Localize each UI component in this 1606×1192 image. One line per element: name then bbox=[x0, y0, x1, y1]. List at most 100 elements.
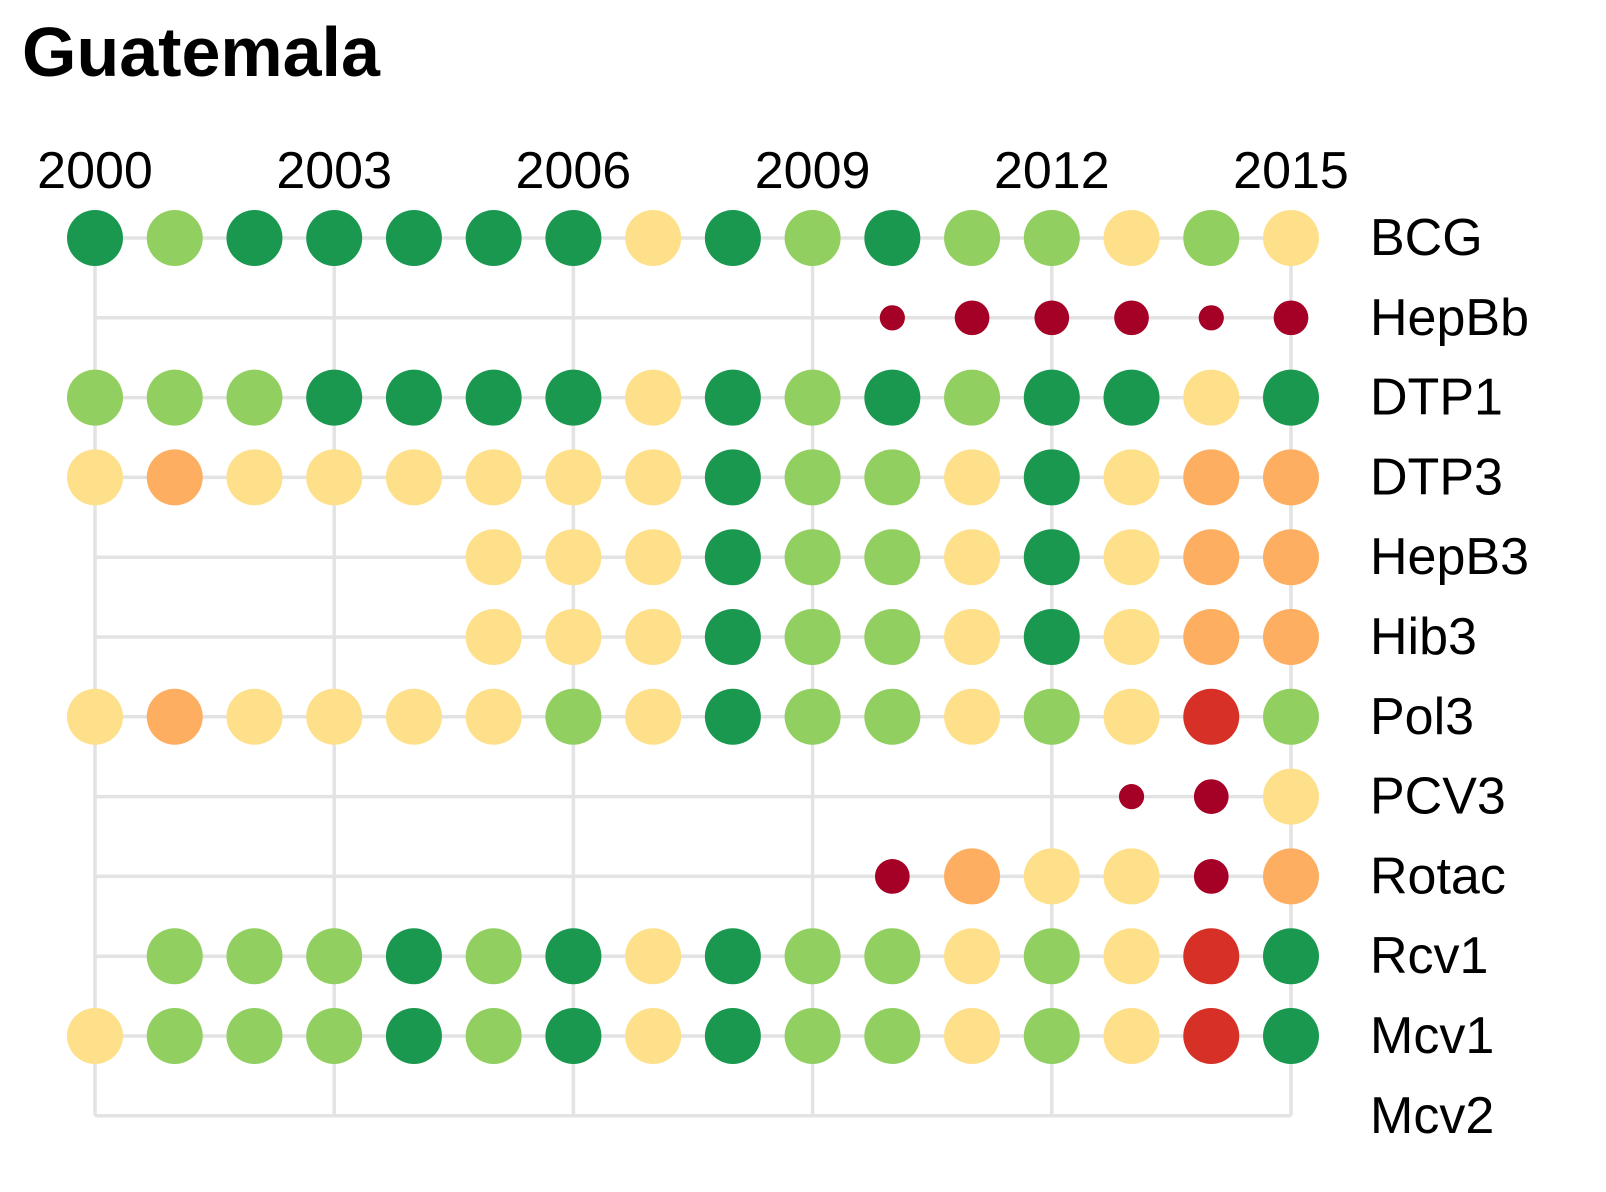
dot-pol3-2001 bbox=[146, 688, 203, 745]
dot-hepb3-2010 bbox=[864, 529, 921, 586]
dot-rcv1-2015 bbox=[1263, 928, 1319, 985]
gridlines bbox=[93, 236, 1293, 1118]
dot-bcg-2014 bbox=[1183, 210, 1240, 266]
dot-mcv1-2001 bbox=[146, 1008, 203, 1064]
dot-bcg-2004 bbox=[385, 210, 442, 266]
dot-bcg-2001 bbox=[146, 210, 203, 266]
dot-dtp3-2006 bbox=[545, 449, 602, 506]
dot-hepb3-2009 bbox=[784, 529, 841, 586]
dot-hepb3-2014 bbox=[1183, 529, 1240, 586]
chart-title: Guatemala bbox=[22, 13, 381, 91]
dot-dtp1-2014 bbox=[1183, 369, 1240, 426]
dot-hepbb-2010 bbox=[879, 305, 905, 331]
dot-hib3-2014 bbox=[1183, 609, 1240, 665]
dot-pol3-2004 bbox=[385, 688, 442, 745]
dot-mcv1-2006 bbox=[545, 1008, 602, 1064]
dot-hepb3-2006 bbox=[545, 529, 602, 586]
dot-hepbb-2015 bbox=[1273, 300, 1309, 336]
dot-pol3-2000 bbox=[67, 688, 123, 745]
dot-rcv1-2005 bbox=[465, 928, 522, 985]
vaccine-label-bcg: BCG bbox=[1370, 209, 1483, 267]
year-tick-label: 2012 bbox=[994, 142, 1110, 200]
dot-dtp1-2007 bbox=[625, 369, 682, 426]
dot-dtp1-2002 bbox=[226, 369, 283, 426]
dot-hepb3-2007 bbox=[625, 529, 682, 586]
dot-rcv1-2008 bbox=[704, 928, 761, 985]
dot-hib3-2010 bbox=[864, 609, 921, 665]
vaccine-label-mcv1: Mcv1 bbox=[1370, 1007, 1494, 1065]
dot-mcv1-2014 bbox=[1183, 1008, 1240, 1064]
dot-hepbb-2013 bbox=[1114, 300, 1149, 336]
vaccine-label-pcv3: PCV3 bbox=[1370, 768, 1506, 826]
dot-pol3-2005 bbox=[465, 688, 522, 745]
dot-rcv1-2011 bbox=[944, 928, 1001, 985]
dot-pol3-2011 bbox=[944, 688, 1001, 745]
vaccine-label-hepb3: HepB3 bbox=[1370, 528, 1529, 586]
dot-hepbb-2011 bbox=[954, 300, 990, 336]
dot-mcv1-2013 bbox=[1103, 1008, 1160, 1064]
dot-rcv1-2001 bbox=[146, 928, 203, 985]
dot-rcv1-2002 bbox=[226, 928, 283, 985]
dot-dtp3-2010 bbox=[864, 449, 921, 506]
dot-pol3-2008 bbox=[704, 688, 761, 745]
dot-dtp1-2011 bbox=[944, 369, 1001, 426]
dot-dtp3-2011 bbox=[944, 449, 1001, 506]
dot-dtp3-2008 bbox=[704, 449, 761, 506]
dot-rotac-2015 bbox=[1263, 848, 1319, 905]
vaccine-label-dtp1: DTP1 bbox=[1370, 369, 1503, 427]
dot-dtp3-2015 bbox=[1263, 449, 1319, 506]
dot-rcv1-2004 bbox=[385, 928, 442, 985]
dot-rotac-2013 bbox=[1103, 848, 1160, 905]
dot-pol3-2009 bbox=[784, 688, 841, 745]
dot-pcv3-2014 bbox=[1193, 779, 1229, 814]
dot-hepb3-2005 bbox=[465, 529, 522, 586]
dot-rcv1-2007 bbox=[625, 928, 682, 985]
year-tick-label: 2006 bbox=[516, 142, 632, 200]
dot-mcv1-2015 bbox=[1263, 1008, 1319, 1064]
dot-hepb3-2015 bbox=[1263, 529, 1319, 586]
dot-hib3-2015 bbox=[1263, 609, 1319, 665]
year-tick-label: 2003 bbox=[276, 142, 392, 200]
dot-hib3-2005 bbox=[465, 609, 522, 665]
dot-mcv1-2003 bbox=[306, 1008, 363, 1064]
dot-pol3-2015 bbox=[1263, 688, 1319, 745]
year-tick-label: 2000 bbox=[37, 142, 153, 200]
dot-pol3-2002 bbox=[226, 688, 283, 745]
dot-bcg-2010 bbox=[864, 210, 921, 266]
dot-rcv1-2014 bbox=[1183, 928, 1240, 985]
dot-dtp3-2004 bbox=[385, 449, 442, 506]
dot-mcv1-2009 bbox=[784, 1008, 841, 1064]
dot-rcv1-2009 bbox=[784, 928, 841, 985]
dot-dtp1-2008 bbox=[704, 369, 761, 426]
dot-dtp3-2003 bbox=[306, 449, 363, 506]
year-tick-label: 2015 bbox=[1233, 142, 1349, 200]
dot-dtp3-2014 bbox=[1183, 449, 1240, 506]
dot-rcv1-2006 bbox=[545, 928, 602, 985]
vaccine-label-pol3: Pol3 bbox=[1370, 688, 1474, 746]
dot-dtp1-2010 bbox=[864, 369, 921, 426]
dot-dtp3-2005 bbox=[465, 449, 522, 506]
dot-rotac-2011 bbox=[944, 848, 1001, 905]
dot-pol3-2012 bbox=[1023, 688, 1080, 745]
dot-dtp1-2006 bbox=[545, 369, 602, 426]
vaccine-label-rcv1: Rcv1 bbox=[1370, 927, 1488, 985]
dot-pol3-2010 bbox=[864, 688, 921, 745]
vaccine-label-rotac: Rotac bbox=[1370, 847, 1506, 905]
dot-rcv1-2012 bbox=[1023, 928, 1080, 985]
dot-rotac-2012 bbox=[1023, 848, 1080, 905]
dot-bcg-2003 bbox=[306, 210, 363, 266]
dot-hib3-2006 bbox=[545, 609, 602, 665]
dot-pcv3-2015 bbox=[1263, 768, 1319, 825]
dot-pol3-2013 bbox=[1103, 688, 1160, 745]
year-axis-labels: 2000 2003 2006 2009 2012 2015 bbox=[37, 142, 1349, 200]
dot-bcg-2005 bbox=[465, 210, 522, 266]
coverage-dots bbox=[67, 210, 1319, 1064]
dot-bcg-2012 bbox=[1023, 210, 1080, 266]
dot-dtp3-2002 bbox=[226, 449, 283, 506]
dot-hib3-2007 bbox=[625, 609, 682, 665]
vaccine-label-hib3: Hib3 bbox=[1370, 608, 1477, 666]
dot-dtp3-2012 bbox=[1023, 449, 1080, 506]
dot-dtp1-2001 bbox=[146, 369, 203, 426]
dot-hib3-2011 bbox=[944, 609, 1001, 665]
dot-mcv1-2005 bbox=[465, 1008, 522, 1064]
